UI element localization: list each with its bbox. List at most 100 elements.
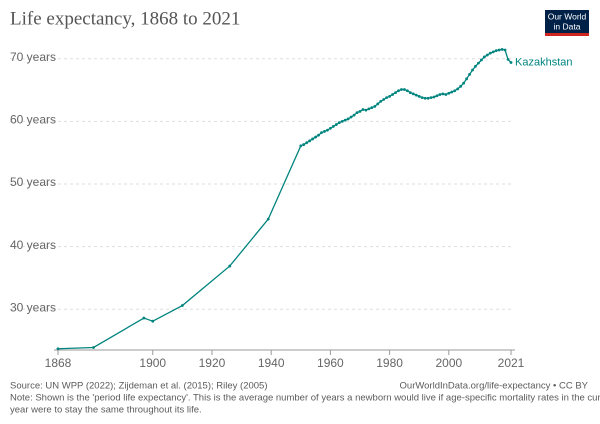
- point: [479, 58, 483, 62]
- point: [465, 77, 468, 81]
- source: Source: UN WPP (2022); Zijdeman et al. (…: [10, 381, 268, 392]
- point: [320, 131, 323, 135]
- point: [414, 93, 418, 97]
- point: [382, 98, 386, 101]
- point: [444, 93, 448, 96]
- x-tick-label: 1900: [139, 356, 166, 370]
- point: [56, 347, 60, 351]
- point: [397, 89, 400, 93]
- x-tick-label: 1980: [376, 356, 403, 370]
- point: [471, 68, 474, 72]
- logo-box: [545, 10, 589, 36]
- point: [180, 304, 184, 307]
- point: [331, 125, 335, 128]
- point: [364, 108, 368, 112]
- point: [405, 89, 409, 93]
- point: [441, 92, 445, 96]
- point: [394, 91, 397, 94]
- point: [266, 217, 270, 221]
- y-tick-label: 60 years: [10, 113, 56, 127]
- point: [500, 47, 504, 51]
- point: [447, 91, 451, 95]
- point: [376, 102, 380, 106]
- point: [361, 108, 365, 111]
- point: [337, 121, 341, 125]
- x-tick-label: 1960: [317, 356, 344, 370]
- point: [305, 141, 309, 145]
- point: [323, 130, 326, 133]
- point: [92, 346, 95, 349]
- point: [491, 50, 495, 54]
- point: [509, 61, 513, 64]
- note: year were to stay the same throughout it…: [10, 405, 202, 416]
- point: [358, 109, 362, 113]
- point: [151, 319, 155, 323]
- point: [494, 49, 498, 53]
- point: [326, 128, 329, 132]
- point: [299, 144, 303, 148]
- point: [373, 104, 377, 108]
- point: [450, 90, 454, 94]
- point: [388, 94, 392, 98]
- point: [438, 93, 442, 96]
- x-tick-label: 1940: [258, 356, 285, 370]
- point: [302, 143, 306, 146]
- point: [432, 95, 436, 99]
- point: [385, 96, 389, 100]
- point: [343, 118, 347, 122]
- point: [400, 88, 403, 91]
- point: [435, 94, 439, 98]
- logo-text: Our World: [548, 11, 587, 21]
- point: [355, 111, 359, 115]
- point: [334, 123, 338, 126]
- point: [408, 91, 412, 94]
- point: [485, 53, 489, 57]
- y-tick-label: 50 years: [10, 175, 56, 189]
- point: [228, 264, 232, 268]
- point: [482, 55, 486, 59]
- y-tick-label: 30 years: [10, 300, 56, 314]
- chart-title: Life expectancy, 1868 to 2021: [10, 8, 240, 29]
- point: [506, 58, 510, 61]
- point: [308, 139, 312, 143]
- point: [142, 316, 146, 320]
- point: [367, 107, 371, 111]
- point: [468, 73, 471, 76]
- point: [459, 84, 463, 88]
- point: [340, 120, 344, 123]
- point: [328, 126, 332, 130]
- point: [370, 106, 374, 110]
- point: [503, 48, 507, 52]
- point: [429, 96, 433, 100]
- point: [453, 89, 457, 93]
- y-tick-label: 40 years: [10, 238, 56, 252]
- x-tick-label: 1920: [199, 356, 226, 370]
- logo-text: in Data: [554, 21, 581, 31]
- y-tick-label: 70 years: [10, 50, 56, 64]
- x-tick-label: 2000: [435, 356, 462, 370]
- point: [346, 117, 350, 121]
- point: [474, 64, 477, 68]
- note: Note: Shown is the 'period life expectan…: [10, 393, 600, 404]
- point: [420, 96, 424, 100]
- x-tick-label: 1868: [45, 356, 72, 370]
- point: [403, 88, 406, 91]
- url: OurWorldInData.org/life-expectancy • CC …: [400, 381, 589, 392]
- logo-stripe: [545, 33, 589, 36]
- point: [462, 81, 466, 85]
- point: [379, 99, 383, 103]
- point: [352, 113, 356, 117]
- point: [456, 87, 460, 91]
- point: [391, 93, 394, 96]
- point: [311, 137, 315, 141]
- x-tick-label: 2021: [498, 356, 525, 370]
- point: [314, 135, 317, 139]
- point: [349, 115, 353, 119]
- point: [477, 61, 480, 65]
- point: [423, 96, 427, 100]
- point: [317, 133, 320, 137]
- point: [497, 48, 501, 52]
- point: [411, 92, 415, 96]
- point: [426, 96, 430, 100]
